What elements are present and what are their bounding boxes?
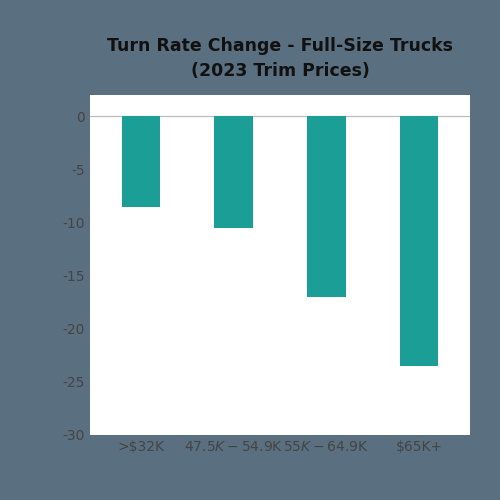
- Bar: [400, 116, 438, 366]
- Bar: [214, 116, 253, 228]
- Bar: [122, 116, 160, 206]
- Bar: [307, 116, 346, 297]
- Title: Turn Rate Change - Full-Size Trucks
(2023 Trim Prices): Turn Rate Change - Full-Size Trucks (202…: [107, 36, 453, 80]
